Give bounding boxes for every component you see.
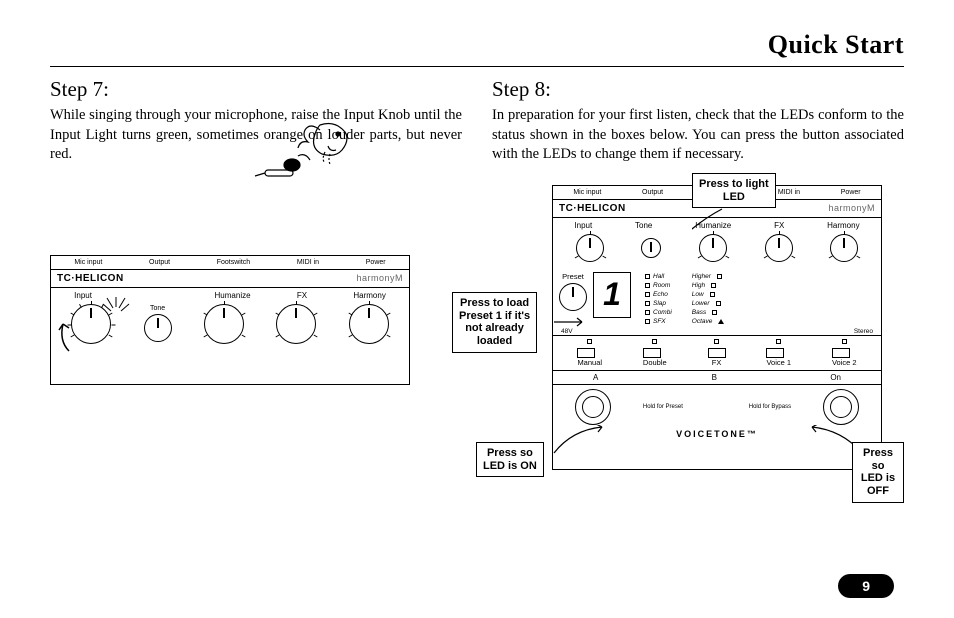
callout-light-led: Press to light LED [692, 173, 776, 208]
callout-load-preset: Press to load Preset 1 if it's not alrea… [452, 292, 537, 353]
step8-title: Step 8: [492, 77, 904, 102]
jack-label: Output [642, 189, 663, 196]
tone-knob [144, 314, 172, 342]
harmony-knob [349, 304, 389, 344]
brand-label: TC·HELICON [57, 273, 124, 284]
knob-label: FX [297, 291, 307, 300]
knob-label: Input [574, 221, 592, 230]
input-knob [576, 234, 604, 262]
page-number: 9 [838, 574, 894, 598]
singer-illustration [250, 110, 370, 210]
voice1-button [766, 348, 784, 358]
model-label: harmonyM [828, 203, 875, 213]
knob-label: Humanize [215, 291, 251, 300]
footswitch-on [823, 389, 859, 425]
fx-options: Hall Room Echo Slap Combi SFX [645, 272, 672, 326]
voice2-button [832, 348, 850, 358]
jack-label: Output [149, 259, 170, 266]
on-label: On [830, 373, 841, 382]
step8-body: In preparation for your first listen, ch… [492, 106, 904, 165]
callout-led-on: Press so LED is ON [476, 442, 544, 477]
fx-knob [765, 234, 793, 262]
manual-button [577, 348, 595, 358]
knob-label: Input [74, 291, 92, 300]
jack-label: Footswitch [217, 259, 250, 266]
jack-label: MIDI in [778, 189, 800, 196]
brand-label: TC·HELICON [559, 203, 626, 214]
tone-label: Tone [635, 221, 652, 230]
callout-led-off: Press so LED is OFF [852, 442, 904, 503]
page-header: Quick Start [50, 30, 904, 67]
humanize-knob [204, 304, 244, 344]
step8-column: Step 8: In preparation for your first li… [492, 77, 904, 470]
preset-knob [559, 283, 587, 311]
double-button [643, 348, 661, 358]
preset-display: 1 [593, 272, 631, 318]
jack-label: Mic input [573, 189, 601, 196]
step7-column: Step 7: While singing through your micro… [50, 77, 462, 470]
knob-label: Harmony [353, 291, 385, 300]
hold-preset-label: Hold for Preset [643, 404, 683, 410]
raise-arrow-icon [57, 316, 77, 356]
tone-knob [641, 238, 661, 258]
stereo-label: Stereo [854, 328, 873, 335]
footswitch-a-label: A [593, 373, 598, 382]
harmony-options: Higher High Low Lower Bass Octave [692, 272, 725, 326]
harmony-knob [830, 234, 858, 262]
fx-knob [276, 304, 316, 344]
jack-label: MIDI in [297, 259, 319, 266]
hold-bypass-label: Hold for Bypass [749, 404, 791, 410]
footswitch-b-label: B [712, 373, 717, 382]
jack-label: Power [366, 259, 386, 266]
knob-label: Harmony [827, 221, 859, 230]
fx-button [708, 348, 726, 358]
tone-label: Tone [150, 305, 165, 312]
device-panel-step7: Mic input Output Footswitch MIDI in Powe… [50, 255, 410, 385]
step7-title: Step 7: [50, 77, 462, 102]
footswitch-a [575, 389, 611, 425]
jack-label: Mic input [74, 259, 102, 266]
jack-label: Power [841, 189, 861, 196]
knob-label: FX [774, 221, 784, 230]
model-label: harmonyM [356, 273, 403, 283]
preset-label: Preset [562, 272, 584, 281]
